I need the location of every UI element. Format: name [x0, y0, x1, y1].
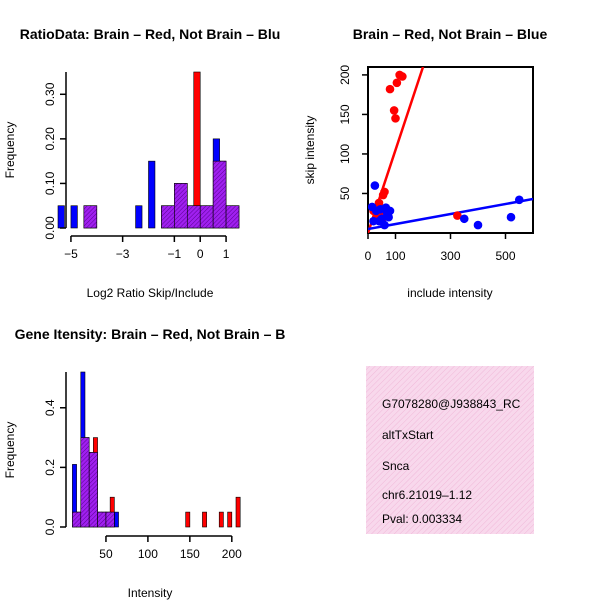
gene-symbol: Snca: [382, 459, 410, 473]
intensity-y-tick-label-2: 0.4: [43, 399, 57, 416]
scatter-x-tick-label-1: 100: [385, 249, 405, 263]
intensity-bar-overlap-4: [105, 511, 115, 528]
scatter-x-tick-label-0: 0: [365, 249, 372, 263]
scatter-point-not-brain-0: [370, 181, 380, 190]
scatter-point-not-brain-12: [506, 212, 516, 222]
ratio-bar-overlap-1: [161, 205, 175, 229]
scatter-y-tick-label-3: 200: [338, 65, 352, 85]
event-type: altTxStart: [382, 428, 434, 442]
event-id: G7078280@J938843_RC: [382, 397, 521, 411]
info-panel-background: [366, 366, 534, 534]
scatter-ylabel: skip intensity: [303, 116, 317, 185]
ratio-x-tick-label-1: −3: [116, 247, 130, 261]
intensity-bar-brain-9: [235, 496, 241, 528]
ratio-histogram-bars: [57, 71, 240, 229]
ratio-bar-brain-3: [193, 71, 201, 229]
ratio-histogram: RatioData: Brain – Red, Not Brain – Blu …: [3, 26, 280, 300]
event-info-panel: G7078280@J938843_RC altTxStart Snca chr6…: [366, 366, 534, 534]
scatter-title: Brain – Red, Not Brain – Blue: [353, 26, 548, 42]
intensity-x-tick-label-3: 200: [222, 547, 242, 561]
intensity-y-tick-label-1: 0.2: [43, 459, 57, 476]
ratio-bar-overlap-3: [186, 205, 201, 229]
scatter-point-brain-7: [378, 190, 388, 200]
ratio-bar-overlap-4: [199, 205, 214, 229]
intensity-scatter: Brain – Red, Not Brain – Blue include in…: [303, 26, 547, 300]
ratio-x-tick-label-4: 1: [223, 247, 230, 261]
intensity-bar-brain-8: [227, 511, 233, 528]
intensity-y-tick-label-0: 0.0: [43, 518, 57, 535]
intensity-bar-overlap-3: [97, 511, 107, 528]
genomic-location: chr6.21019–1.12: [382, 488, 472, 502]
ratio-bar-not-brain-4: [148, 160, 156, 229]
gene-intensity-axes: 50 100 150 200 0.0 0.2 0.4: [43, 372, 242, 561]
scatter-point-not-brain-15: [385, 206, 395, 216]
intensity-bar-brain-5: [185, 511, 191, 528]
gene-intensity-bars: [72, 371, 241, 528]
ratio-x-tick-label-0: −5: [64, 247, 78, 261]
scatter-point-brain-5: [391, 114, 400, 123]
ratio-x-tick-label-3: 0: [197, 247, 204, 261]
ratio-y-tick-label-2: 0.20: [43, 127, 57, 151]
gene-intensity-xlabel: Intensity: [128, 586, 173, 600]
ratio-histogram-xlabel: Log2 Ratio Skip/Include: [87, 286, 214, 300]
ratio-bar-not-brain-1: [70, 205, 78, 229]
intensity-bar-brain-6: [202, 511, 207, 528]
ratio-histogram-title: RatioData: Brain – Red, Not Brain – Blu: [20, 26, 281, 42]
scatter-fit-line-1: [368, 197, 533, 231]
intensity-x-tick-label-1: 100: [138, 547, 158, 561]
ratio-y-tick-label-1: 0.10: [43, 171, 57, 195]
scatter-point-not-brain-11: [473, 220, 483, 230]
scatter-point-brain-3: [385, 84, 395, 94]
scatter-axes: 0 100 300 500 50 100 150 200: [338, 65, 516, 263]
scatter-y-tick-label-2: 150: [338, 104, 352, 124]
ratio-y-tick-label-0: 0.00: [43, 216, 57, 240]
ratio-bar-overlap-0: [83, 205, 98, 229]
ratio-x-tick-label-2: −1: [168, 247, 182, 261]
gene-intensity-histogram: Gene Itensity: Brain – Red, Not Brain – …: [3, 326, 285, 600]
ratio-y-tick-label-3: 0.30: [43, 82, 57, 106]
scatter-point-brain-4: [389, 106, 399, 115]
ratio-bar-overlap-6: [225, 205, 240, 229]
intensity-x-tick-label-2: 150: [180, 547, 200, 561]
ratio-bar-not-brain-3: [135, 205, 143, 229]
scatter-point-brain-1: [398, 72, 407, 81]
scatter-xlabel: include intensity: [407, 286, 492, 300]
scatter-x-tick-label-3: 500: [495, 249, 515, 263]
ratio-histogram-axes: −5 −3 −1 0 1 0.00 0.10 0.20 0.30: [43, 72, 230, 261]
scatter-point-brain-13: [453, 211, 462, 220]
scatter-points: [368, 70, 524, 230]
scatter-point-not-brain-14: [369, 216, 378, 226]
scatter-point-not-brain-8: [380, 220, 389, 230]
scatter-point-not-brain-10: [459, 214, 469, 224]
ratio-bar-overlap-2: [174, 183, 188, 229]
ratio-bar-not-brain-0: [57, 205, 65, 229]
scatter-y-tick-label-0: 50: [338, 186, 352, 200]
scatter-x-tick-label-2: 300: [440, 249, 460, 263]
gene-intensity-ylabel: Frequency: [3, 422, 17, 479]
intensity-bar-overlap-2: [88, 452, 98, 528]
intensity-bar-brain-7: [218, 511, 224, 528]
p-value: Pval: 0.003334: [382, 512, 462, 526]
scatter-point-brain-2: [392, 78, 402, 88]
intensity-x-tick-label-0: 50: [99, 547, 113, 561]
intensity-bar-not-brain-5: [114, 511, 119, 528]
scatter-point-not-brain-13: [514, 195, 524, 205]
gene-intensity-title: Gene Itensity: Brain – Red, Not Brain – …: [15, 326, 286, 342]
intensity-bar-overlap-0: [72, 511, 82, 528]
ratio-bar-overlap-5: [212, 160, 227, 229]
intensity-bar-overlap-1: [80, 437, 90, 528]
ratio-histogram-ylabel: Frequency: [3, 122, 17, 179]
scatter-y-tick-label-1: 100: [338, 144, 352, 164]
